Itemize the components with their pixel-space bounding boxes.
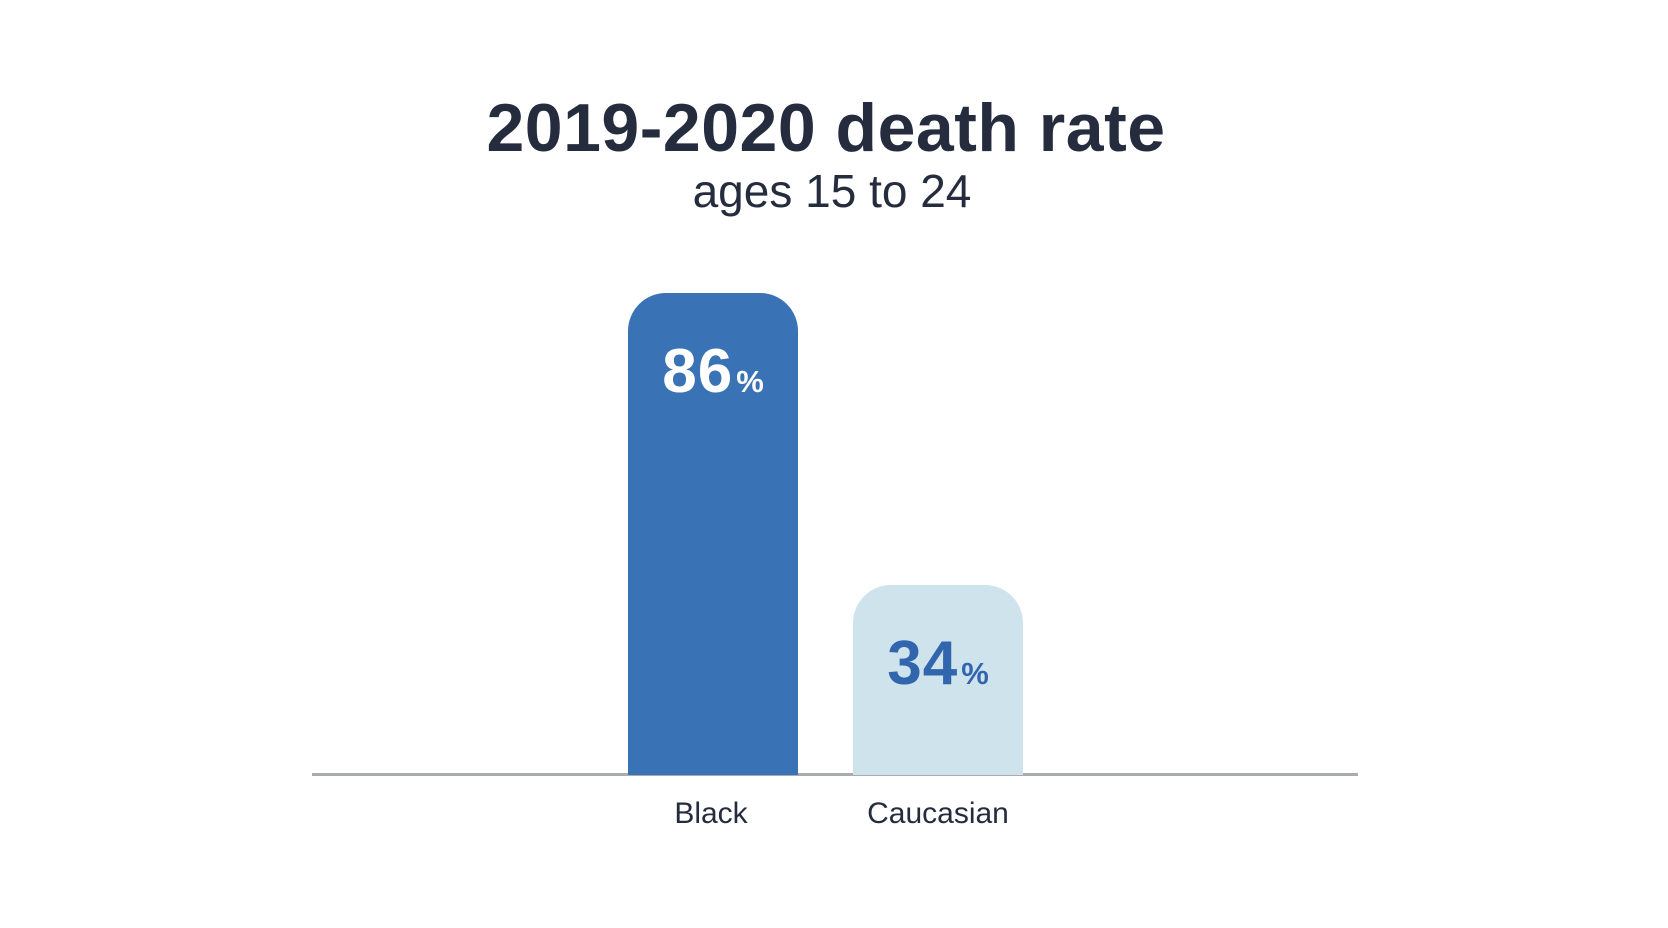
category-label-black: Black: [674, 797, 748, 830]
bar-black-value-label: 86%: [662, 341, 764, 403]
x-axis-baseline: [312, 773, 1358, 776]
bar-caucasian-value-label: 34%: [887, 633, 989, 695]
bar-caucasian: 34%: [853, 585, 1023, 775]
percent-sign: %: [961, 656, 989, 691]
percent-sign: %: [736, 364, 764, 399]
chart-subtitle: ages 15 to 24: [692, 165, 972, 217]
bar-black: 86%: [628, 293, 798, 775]
bar-black-value: 86: [662, 337, 734, 406]
category-label-caucasian: Caucasian: [867, 797, 1009, 830]
bar-caucasian-value: 34: [887, 629, 959, 698]
chart-title: 2019-2020 death rate: [486, 90, 1166, 166]
